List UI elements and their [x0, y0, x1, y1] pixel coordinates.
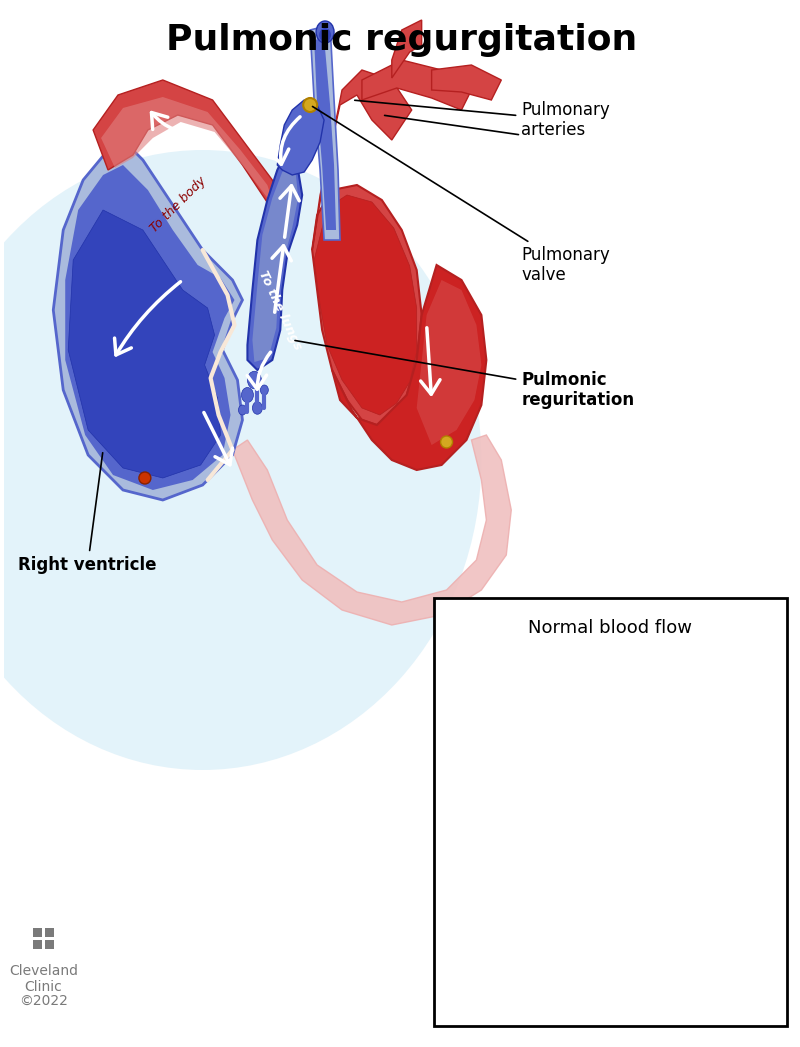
Polygon shape — [417, 280, 482, 445]
Ellipse shape — [0, 150, 482, 770]
Ellipse shape — [574, 783, 582, 792]
Text: Pulmonary
valve: Pulmonary valve — [313, 107, 610, 285]
Polygon shape — [93, 80, 292, 240]
Polygon shape — [608, 686, 665, 810]
Text: ©2022: ©2022 — [19, 994, 68, 1008]
Polygon shape — [670, 624, 706, 642]
Bar — [34, 940, 42, 949]
Polygon shape — [566, 816, 711, 915]
Polygon shape — [247, 150, 302, 370]
Polygon shape — [479, 675, 567, 845]
Polygon shape — [278, 101, 324, 175]
Ellipse shape — [581, 790, 585, 796]
Polygon shape — [590, 642, 614, 681]
Bar — [434, 598, 787, 1026]
Polygon shape — [474, 663, 572, 850]
Ellipse shape — [319, 28, 331, 42]
Polygon shape — [310, 25, 340, 240]
Ellipse shape — [238, 405, 246, 415]
Ellipse shape — [518, 836, 524, 842]
Polygon shape — [233, 435, 511, 625]
Polygon shape — [332, 265, 486, 470]
Polygon shape — [314, 195, 417, 415]
Polygon shape — [66, 165, 234, 490]
Polygon shape — [618, 728, 698, 834]
Ellipse shape — [571, 792, 578, 799]
Polygon shape — [662, 735, 696, 821]
Polygon shape — [609, 691, 662, 805]
Polygon shape — [253, 165, 298, 362]
Ellipse shape — [577, 799, 582, 805]
Text: Pulmonic
reguritation: Pulmonic reguritation — [295, 340, 634, 409]
Text: To the lungs: To the lungs — [256, 268, 304, 352]
Bar — [46, 940, 54, 949]
Polygon shape — [314, 38, 336, 230]
Ellipse shape — [570, 800, 574, 805]
Bar — [46, 928, 54, 937]
Polygon shape — [574, 668, 602, 782]
Polygon shape — [362, 60, 471, 110]
Text: To the body: To the body — [147, 175, 208, 236]
Polygon shape — [68, 210, 221, 478]
Polygon shape — [392, 20, 422, 77]
Ellipse shape — [441, 436, 453, 448]
Polygon shape — [312, 70, 412, 250]
Bar — [434, 598, 787, 1026]
Bar — [34, 928, 42, 937]
Text: Pulmonary
arteries: Pulmonary arteries — [354, 101, 610, 139]
Ellipse shape — [260, 385, 268, 395]
Text: Pulmonic regurgitation: Pulmonic regurgitation — [166, 23, 638, 57]
Polygon shape — [494, 631, 598, 715]
Ellipse shape — [611, 604, 618, 611]
Text: Normal blood flow: Normal blood flow — [528, 619, 692, 637]
Polygon shape — [577, 675, 601, 778]
Polygon shape — [608, 626, 660, 719]
Ellipse shape — [303, 98, 317, 112]
Ellipse shape — [603, 641, 610, 648]
Polygon shape — [609, 609, 620, 710]
Polygon shape — [650, 600, 665, 630]
Ellipse shape — [253, 402, 262, 415]
Polygon shape — [498, 640, 594, 712]
Polygon shape — [101, 97, 284, 235]
Polygon shape — [607, 603, 622, 715]
Ellipse shape — [674, 817, 681, 823]
Text: Cleveland
Clinic: Cleveland Clinic — [9, 964, 78, 995]
Ellipse shape — [139, 472, 151, 484]
Ellipse shape — [610, 601, 619, 612]
Polygon shape — [432, 65, 502, 101]
Text: Right ventricle: Right ventricle — [18, 452, 157, 574]
Polygon shape — [481, 699, 560, 839]
Ellipse shape — [247, 372, 262, 388]
Polygon shape — [54, 140, 242, 500]
Polygon shape — [634, 621, 690, 647]
Polygon shape — [312, 185, 422, 425]
Ellipse shape — [316, 21, 334, 43]
Ellipse shape — [242, 387, 254, 402]
